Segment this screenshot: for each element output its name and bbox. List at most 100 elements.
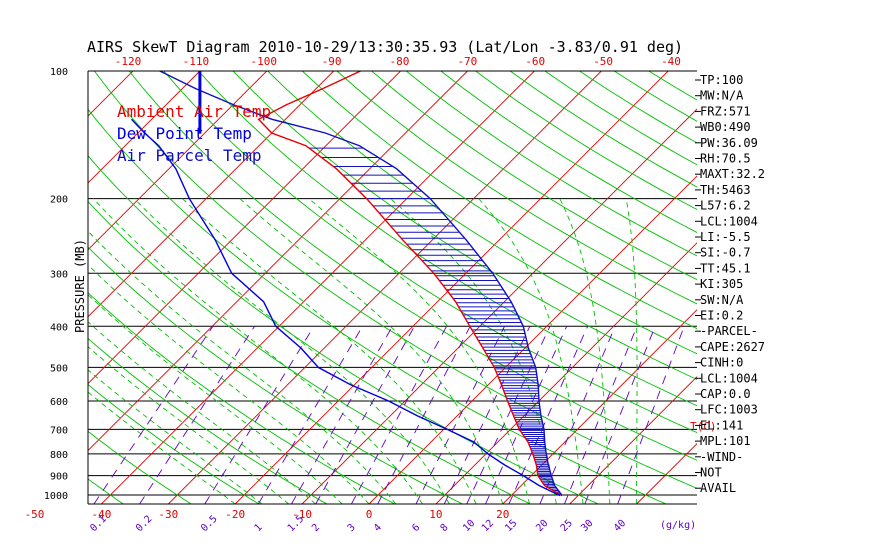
mixing-ratio-label: 1 xyxy=(253,522,265,534)
dry-adiabat-line xyxy=(198,71,697,407)
mixing-ratio-line xyxy=(204,326,315,504)
dry-adiabat-line xyxy=(128,71,697,461)
stability-index-entry: CAP:0.0 xyxy=(700,387,751,401)
moist-adiabat-line xyxy=(88,264,370,504)
moist-adiabat-line xyxy=(478,198,584,504)
top-temp-tick-label: -70 xyxy=(457,55,477,68)
isotherm-line xyxy=(88,71,335,318)
stability-index-entry: TP:100 xyxy=(700,73,743,87)
pressure-tick-label: 500 xyxy=(50,363,68,374)
stability-index-entry: LCL:1004 xyxy=(700,371,758,385)
stability-index-entry: RH:70.5 xyxy=(700,152,751,166)
mixing-ratio-label: 20 xyxy=(534,518,550,534)
mixing-ratio-label: 12 xyxy=(480,518,496,534)
mixing-ratio-label: 10 xyxy=(461,518,477,534)
dry-adiabat-line xyxy=(88,200,531,504)
mixing-ratio-line xyxy=(415,326,505,504)
stability-index-entry: PW:36.09 xyxy=(700,136,758,150)
dry-adiabat-line xyxy=(267,71,697,355)
dry-adiabat-line xyxy=(301,71,697,330)
dry-adiabat-line xyxy=(88,246,463,504)
mixing-ratio-line xyxy=(291,326,393,504)
legend-dew-point-temp: Dew Point Temp xyxy=(117,124,252,143)
dry-adiabat-line xyxy=(648,71,697,101)
top-temp-tick-label: -110 xyxy=(183,55,210,68)
isotherm-line xyxy=(88,71,201,184)
mixing-ratio-line xyxy=(466,326,551,504)
moist-adiabat-line xyxy=(88,294,343,504)
stability-index-entry: CAPE:2627 xyxy=(700,340,765,354)
series-dew-point-temp xyxy=(130,118,561,497)
dry-adiabat-line xyxy=(336,71,697,305)
pressure-tick-label: 900 xyxy=(50,472,68,483)
top-temp-tick-label: -120 xyxy=(115,55,142,68)
bottom-temp-tick-label: 10 xyxy=(429,508,442,521)
moist-adiabat-line xyxy=(88,321,316,504)
stability-index-entry: NOT xyxy=(700,466,722,480)
mixing-ratio-label: 4 xyxy=(372,522,384,534)
top-temp-tick-label: -40 xyxy=(661,55,681,68)
moist-adiabat-line xyxy=(625,198,638,504)
isotherm-line xyxy=(368,175,697,504)
stability-index-entry: MPL:101 xyxy=(700,434,751,448)
mixing-ratio-line xyxy=(377,326,471,504)
isotherm-line xyxy=(435,242,697,504)
mixing-ratio-unit-label: (g/kg) xyxy=(660,520,696,531)
pressure-tick-label: 200 xyxy=(50,195,68,206)
isotherm-line xyxy=(88,71,401,385)
mixing-ratio-line xyxy=(139,326,255,504)
dry-adiabat-line xyxy=(88,478,124,504)
moist-adiabat-line xyxy=(88,346,290,504)
bottom-temp-tick-label: -30 xyxy=(158,508,178,521)
pressure-tick-label: 700 xyxy=(50,425,68,436)
isotherm-line xyxy=(101,71,535,504)
dry-adiabat-line xyxy=(163,71,697,434)
moist-adiabat-line xyxy=(88,230,397,504)
mixing-ratio-label: 30 xyxy=(579,518,595,534)
top-temp-tick-label: -50 xyxy=(593,55,613,68)
mixing-ratio-line xyxy=(93,326,214,504)
mixing-ratio-label: 0.2 xyxy=(134,514,155,535)
stability-index-entry: KI:305 xyxy=(700,277,743,291)
isotherm-line xyxy=(88,71,134,117)
dry-adiabat-line xyxy=(88,383,260,504)
mixing-ratio-line xyxy=(315,326,415,504)
isotherm-line xyxy=(0,71,66,504)
stability-index-entry: -PARCEL- xyxy=(700,324,758,338)
stability-index-entry: CINH:0 xyxy=(700,356,743,370)
stability-index-entry: TH:5463 xyxy=(700,183,751,197)
mixing-ratio-label: 2 xyxy=(310,522,322,534)
isotherm-line xyxy=(569,376,697,504)
stability-index-entry: EL:141 xyxy=(700,418,743,432)
y-axis-label: PRESSURE (MB) xyxy=(73,239,87,333)
top-temp-tick-label: -60 xyxy=(525,55,545,68)
bottom-temp-tick-label: -40 xyxy=(91,508,111,521)
stability-index-entry: MAXT:32.2 xyxy=(700,167,765,181)
thermodynamic-grid xyxy=(0,71,697,504)
pressure-tick-label: 300 xyxy=(50,269,68,280)
dry-adiabat-line xyxy=(0,71,56,504)
dry-adiabat-line xyxy=(406,71,697,257)
mixing-ratio-label: 0.5 xyxy=(199,514,220,535)
top-temp-tick-label: -100 xyxy=(251,55,278,68)
bottom-temp-tick-label: -10 xyxy=(292,508,312,521)
isotherm-line xyxy=(167,71,602,504)
pressure-tick-label: 800 xyxy=(50,450,68,461)
dry-adiabat-line xyxy=(371,71,697,281)
moist-adiabat-line xyxy=(133,198,450,504)
series-ambient-air-temp xyxy=(257,71,563,497)
stability-index-entry: MW:N/A xyxy=(700,89,744,103)
dry-adiabat-line xyxy=(88,292,395,504)
pressure-tick-label: 400 xyxy=(50,322,68,333)
mixing-ratio-label: 25 xyxy=(559,518,575,534)
cape-hatch-area xyxy=(309,147,562,496)
bottom-unit-label: T(C) xyxy=(690,420,717,433)
stability-index-entry: LCL:1004 xyxy=(700,214,758,228)
stability-index-entry: LFC:1003 xyxy=(700,403,758,417)
stability-index-entry: TT:45.1 xyxy=(700,261,751,275)
top-temp-tick-label: -90 xyxy=(322,55,342,68)
dry-adiabat-line xyxy=(509,71,697,188)
bottom-temp-tick-label: -50 xyxy=(25,508,45,521)
pressure-tick-label: 1000 xyxy=(44,491,68,502)
